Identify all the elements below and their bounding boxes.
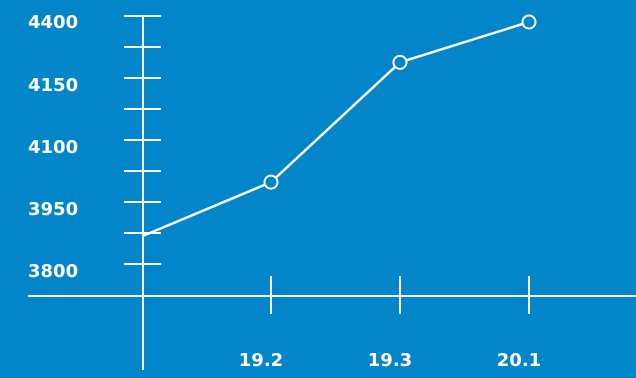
- y-tick-label: 3950: [28, 199, 78, 220]
- y-tick-label: 4150: [28, 75, 78, 96]
- data-point: [392, 54, 408, 70]
- x-tick-label: 19.3: [368, 350, 412, 371]
- y-tick-label: 3800: [28, 261, 78, 282]
- data-point: [521, 14, 537, 30]
- y-tick-label: 4400: [28, 12, 78, 33]
- data-point: [263, 174, 279, 190]
- series-line: [142, 20, 530, 238]
- x-tick-label: 19.2: [239, 350, 283, 371]
- y-tick-label: 4100: [28, 137, 78, 158]
- x-tick-label: 20.1: [497, 350, 541, 371]
